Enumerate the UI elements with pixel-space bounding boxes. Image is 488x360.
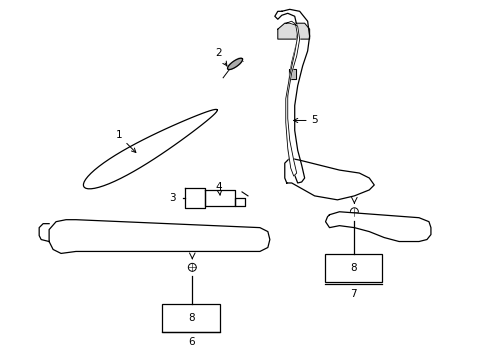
Polygon shape	[284, 158, 373, 200]
Text: 4: 4	[215, 182, 222, 195]
Polygon shape	[274, 9, 309, 183]
Text: 8: 8	[349, 263, 356, 273]
Text: 1: 1	[115, 130, 136, 153]
Text: 7: 7	[349, 289, 356, 299]
Polygon shape	[205, 190, 244, 206]
Polygon shape	[83, 109, 217, 189]
Text: 6: 6	[187, 337, 194, 347]
Bar	[324, 255, 382, 282]
Polygon shape	[49, 220, 269, 253]
Polygon shape	[288, 69, 295, 79]
Polygon shape	[185, 188, 205, 208]
Polygon shape	[285, 21, 299, 176]
Text: 5: 5	[293, 116, 318, 126]
Text: 2: 2	[214, 48, 226, 66]
Text: 8: 8	[187, 313, 194, 323]
Polygon shape	[277, 23, 309, 39]
Polygon shape	[227, 58, 242, 69]
Text: 3: 3	[169, 193, 175, 203]
Polygon shape	[325, 212, 430, 242]
Bar	[162, 304, 220, 332]
